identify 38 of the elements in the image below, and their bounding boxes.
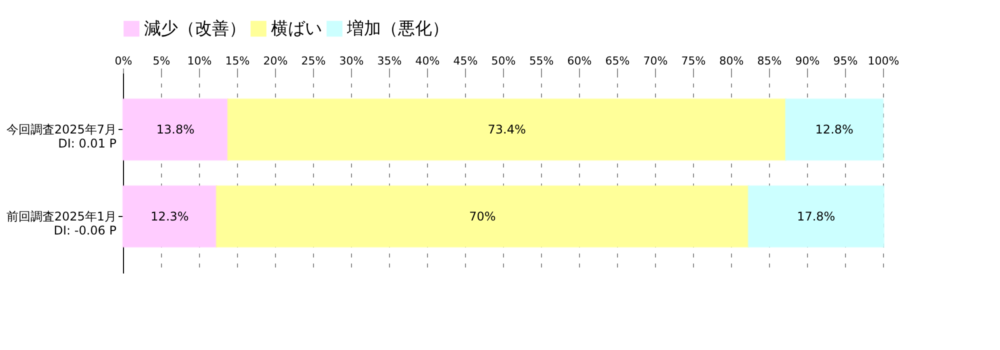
x-tick-label: 100% — [868, 54, 900, 68]
x-tick-label: 30% — [339, 54, 364, 68]
legend-label: 横ばい — [271, 18, 322, 39]
x-tick-label: 5% — [152, 54, 170, 68]
data-label: 17.8% — [797, 209, 836, 224]
x-tick-label: 20% — [263, 54, 288, 68]
x-tick-label: 80% — [719, 54, 744, 68]
x-tick-label: 90% — [795, 54, 820, 68]
bar — [227, 98, 786, 161]
bar — [784, 98, 884, 161]
x-tick-label: 60% — [567, 54, 592, 68]
x-tick-label: 70% — [643, 54, 668, 68]
x-tick-label: 55% — [529, 54, 554, 68]
legend-label: 減少（改善） — [144, 18, 246, 39]
data-label: 70% — [469, 209, 496, 224]
data-label: 73.4% — [488, 122, 526, 137]
data-label: 12.3% — [150, 209, 189, 224]
x-tick-label: 40% — [415, 54, 440, 68]
bar — [122, 98, 229, 161]
x-tick-label: 10% — [187, 54, 212, 68]
data-label: 12.8% — [815, 122, 854, 137]
x-tick-label: 45% — [453, 54, 478, 68]
x-tick-label: 95% — [833, 54, 858, 68]
x-tick-label: 0% — [114, 54, 132, 68]
bar — [748, 185, 885, 248]
x-tick-label: 85% — [757, 54, 782, 68]
x-tick-label: 65% — [605, 54, 630, 68]
x-tick-label: 15% — [225, 54, 250, 68]
legend-label: 増加（悪化） — [346, 18, 449, 39]
x-tick-label: 25% — [301, 54, 326, 68]
bar — [122, 185, 218, 248]
x-tick-label: 75% — [681, 54, 706, 68]
x-tick-label: 35% — [377, 54, 402, 68]
x-tick-label: 50% — [491, 54, 516, 68]
y-tick-label: 今回調査2025年7月 DI: 0.01 P — [6, 122, 116, 151]
bar — [216, 185, 750, 248]
data-label: 13.8% — [156, 122, 195, 137]
y-tick-label: 前回調査2025年1月 DI: -0.06 P — [6, 209, 116, 238]
